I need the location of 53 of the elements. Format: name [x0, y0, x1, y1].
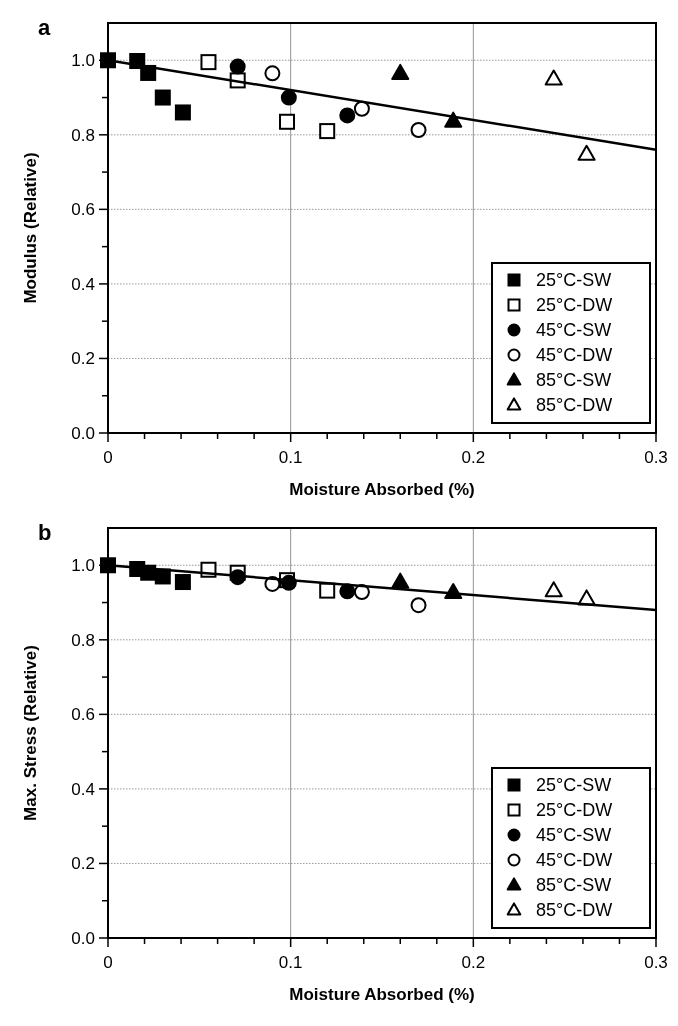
- y-tick-label: 0.6: [71, 200, 95, 220]
- legend-label: 25°C-SW: [536, 775, 612, 796]
- y-tick-label: 1.0: [71, 556, 95, 576]
- x-tick-label: 0: [103, 448, 113, 467]
- point: [339, 107, 356, 124]
- point: [279, 113, 296, 130]
- y-tick-label: 0.8: [71, 125, 95, 145]
- point: [280, 89, 297, 106]
- legend-label: 45°C-SW: [536, 825, 612, 846]
- point: [174, 104, 191, 121]
- y-tick-label: 0.2: [71, 349, 95, 369]
- legend-label: 25°C-DW: [536, 800, 613, 821]
- point: [410, 121, 427, 138]
- point: [577, 144, 596, 161]
- legend-label: 85°C-DW: [536, 900, 613, 921]
- y-tick-label: 0.2: [71, 854, 95, 874]
- y-axis-title: Modulus (Relative): [21, 152, 40, 304]
- chart-title: a: [38, 15, 51, 40]
- legend-label: 25°C-SW: [536, 270, 612, 291]
- y-tick-label: 0.0: [71, 423, 95, 443]
- legend-label: 25°C-DW: [536, 295, 613, 316]
- x-axis-title: Moisture Absorbed (%): [289, 480, 475, 499]
- y-axis-title: Max. Stress (Relative): [21, 645, 40, 821]
- x-axis-title: Moisture Absorbed (%): [289, 985, 475, 1004]
- x-tick-label: 0.3: [644, 448, 668, 467]
- x-tick-label: 0.1: [278, 953, 303, 972]
- point: [353, 100, 370, 117]
- point: [229, 58, 246, 75]
- x-tick-label: 0.2: [461, 953, 486, 972]
- point: [544, 69, 563, 86]
- point: [200, 54, 217, 71]
- point: [154, 89, 171, 106]
- chart-title: b: [38, 520, 52, 545]
- legend-label: 85°C-SW: [536, 875, 612, 896]
- point: [264, 65, 281, 82]
- legend-label: 85°C-SW: [536, 370, 612, 391]
- legend-label: 45°C-SW: [536, 320, 612, 341]
- x-tick-label: 0.1: [278, 448, 303, 467]
- y-tick-label: 0.6: [71, 705, 95, 725]
- point: [444, 111, 463, 128]
- legend-label: 45°C-DW: [536, 850, 613, 871]
- y-tick-label: 0.4: [71, 274, 95, 294]
- legend-label: 45°C-DW: [536, 345, 613, 366]
- y-tick-label: 0.4: [71, 779, 95, 799]
- point: [391, 63, 410, 80]
- point: [319, 123, 336, 140]
- y-tick-label: 1.0: [71, 51, 95, 71]
- x-tick-label: 0.2: [461, 448, 486, 467]
- y-tick-label: 0.0: [71, 928, 95, 948]
- x-tick-label: 0: [103, 953, 113, 972]
- y-tick-label: 0.8: [71, 630, 95, 650]
- x-tick-label: 0.3: [644, 953, 668, 972]
- legend-label: 85°C-DW: [536, 395, 613, 416]
